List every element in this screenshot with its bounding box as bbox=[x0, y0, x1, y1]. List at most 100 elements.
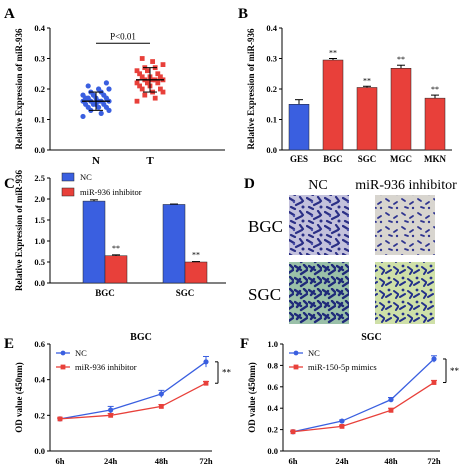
panel-c-bar bbox=[82, 200, 106, 284]
panel-b-significance: ** bbox=[397, 55, 405, 64]
panel-f-legend-label: miR-150-5p mimics bbox=[308, 362, 377, 372]
panel-f-ytick-label: 0.2 bbox=[267, 425, 278, 435]
panel-c-significance: ** bbox=[192, 251, 200, 260]
panel-label-a: A bbox=[4, 6, 15, 22]
panel-e-xtick-label: 48h bbox=[155, 456, 169, 466]
panel-b-ylabel: Relative Expression of miR-936 bbox=[246, 28, 256, 150]
panel-c-ytick-label: 2.5 bbox=[34, 173, 45, 183]
panel-e-xtick-label: 72h bbox=[199, 456, 213, 466]
panel-f-ylabel: OD value (450nm) bbox=[247, 362, 257, 433]
panel-a-ylabel: Relative Expression of miR-936 bbox=[14, 28, 24, 150]
panel-c-legend-swatch bbox=[61, 172, 75, 182]
panel-e-ylabel: OD value (450nm) bbox=[14, 362, 24, 433]
panel-a-point bbox=[160, 62, 166, 67]
panel-f-significance: ** bbox=[450, 366, 460, 376]
panel-f-point bbox=[290, 429, 296, 435]
panel-f-ytick-label: 0.4 bbox=[267, 403, 278, 413]
panel-f-ytick-label: 0.6 bbox=[267, 382, 278, 392]
panel-a-point bbox=[98, 110, 104, 116]
panel-f-legend-marker bbox=[293, 364, 299, 370]
panel-a-point bbox=[158, 86, 163, 92]
panel-a-point bbox=[80, 92, 86, 98]
panel-label-b: B bbox=[238, 6, 248, 22]
panel-b-bar bbox=[356, 87, 378, 151]
panel-e-xtick-label: 6h bbox=[56, 456, 65, 466]
panel-d-micrographs: NC miR-936 inhibitor BGC SGC bbox=[248, 178, 457, 324]
panel-f-xtick-label: 6h bbox=[289, 456, 298, 466]
micrograph-bgc-inhibitor bbox=[375, 195, 435, 255]
panel-e-point bbox=[203, 380, 209, 386]
panel-a-point bbox=[134, 80, 140, 86]
panel-e-point bbox=[158, 404, 164, 409]
panel-d-col-inhibitor: miR-936 inhibitor bbox=[355, 178, 457, 193]
panel-c-ytick-label: 1.0 bbox=[34, 236, 45, 246]
panel-c-ytick-label: 0.5 bbox=[34, 257, 45, 267]
panel-f-legend-marker bbox=[293, 350, 299, 356]
panel-a-xtick-label: N bbox=[92, 155, 100, 167]
panel-f-point bbox=[388, 397, 394, 403]
panel-e-point bbox=[203, 359, 209, 365]
panel-e-point bbox=[57, 416, 63, 422]
panel-a-ytick-label: 0.2 bbox=[34, 84, 45, 94]
panel-c-ytick-label: 2.0 bbox=[34, 194, 45, 204]
panel-b-bar bbox=[390, 68, 412, 151]
panel-c-ytick-label: 0.0 bbox=[34, 278, 45, 288]
panel-a-chart: 0.0 0.1 0.2 0.3 0.4 Relative Expression of mi… bbox=[14, 23, 225, 167]
panel-c-ylabel: Relative Expression of miR-936 bbox=[14, 169, 24, 291]
panel-a-point bbox=[158, 74, 163, 80]
panel-a-point bbox=[106, 86, 112, 92]
panel-a-point bbox=[103, 80, 109, 86]
panel-label-d: D bbox=[244, 176, 255, 192]
panel-e-legend-marker bbox=[60, 350, 66, 356]
panel-b-significance: ** bbox=[363, 76, 371, 85]
panel-a-point bbox=[142, 92, 148, 98]
panel-d-col-nc: NC bbox=[308, 178, 327, 193]
panel-b-significance: ** bbox=[431, 85, 439, 94]
panel-e-xtick-label: 24h bbox=[104, 456, 118, 466]
panel-c-legend-label: NC bbox=[80, 172, 92, 182]
panel-c-legend-label: miR-936 inhibitor bbox=[80, 187, 142, 197]
panel-a-point bbox=[80, 113, 86, 120]
panel-a-ytick-label: 0.1 bbox=[34, 115, 45, 125]
panel-b-xtick-label: MGC bbox=[390, 154, 412, 164]
panel-b-chart: 0.0 0.1 0.2 0.3 0.4 Relative Expression of mi… bbox=[246, 23, 452, 164]
panel-d-row-sgc: SGC bbox=[248, 285, 281, 304]
panel-b-ytick-label: 0.2 bbox=[266, 84, 277, 94]
panel-f-point bbox=[339, 423, 345, 429]
panel-a-point bbox=[145, 80, 150, 86]
panel-a-point bbox=[155, 80, 161, 86]
panel-b-ytick-label: 0.1 bbox=[266, 115, 277, 125]
panel-a-point bbox=[139, 86, 145, 92]
panel-b-significance: ** bbox=[329, 49, 337, 58]
panel-a-ytick-label: 0.3 bbox=[34, 54, 45, 64]
panel-a-point bbox=[134, 98, 140, 104]
panel-b-xtick-label: MKN bbox=[424, 154, 446, 164]
panel-e-title: BGC bbox=[130, 332, 152, 343]
panel-b-ytick-label: 0.3 bbox=[266, 54, 277, 64]
micrograph-sgc-inhibitor bbox=[375, 262, 435, 324]
panel-e-line bbox=[59, 361, 207, 420]
panel-f-point bbox=[431, 356, 437, 362]
panel-e-legend-label: NC bbox=[75, 348, 87, 358]
panel-c-ytick-label: 1.5 bbox=[34, 215, 45, 225]
panel-e-line bbox=[59, 382, 207, 420]
panel-c-xtick-label: BGC bbox=[95, 288, 115, 298]
panel-b-bar bbox=[322, 59, 344, 151]
panel-e-chart: 0.0 0.2 0.4 0.6 OD value (450nm) BGC NC miR-936… bbox=[14, 332, 232, 466]
panel-label-c: C bbox=[4, 176, 15, 192]
panel-a-point bbox=[85, 83, 91, 89]
panel-a-xtick-label: T bbox=[146, 155, 154, 167]
panel-f-xtick-label: 24h bbox=[335, 456, 349, 466]
panel-f-title: SGC bbox=[361, 332, 382, 343]
panel-e-ytick-label: 0.2 bbox=[34, 410, 45, 420]
panel-e-point bbox=[108, 412, 114, 418]
panel-b-ytick-label: 0.0 bbox=[266, 145, 277, 155]
panel-a-ytick-label: 0.0 bbox=[34, 145, 45, 155]
panel-c-chart: 0.0 0.5 1.0 1.5 2.0 2.5 Relative Expression of… bbox=[14, 169, 226, 298]
panel-e-point bbox=[108, 407, 114, 413]
panel-c-significance: ** bbox=[112, 244, 120, 253]
panel-f-ytick-label: 0.0 bbox=[267, 446, 278, 456]
panel-e-significance: ** bbox=[222, 368, 232, 378]
panel-a-point bbox=[152, 95, 158, 101]
micrograph-sgc-nc bbox=[289, 262, 349, 324]
